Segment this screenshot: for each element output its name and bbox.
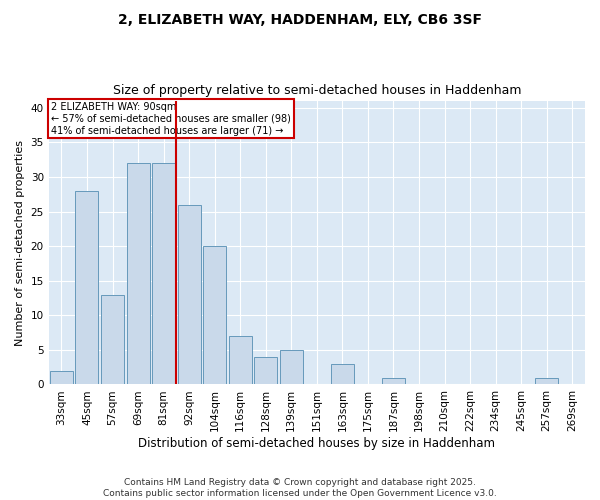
Bar: [127, 163, 149, 384]
Y-axis label: Number of semi-detached properties: Number of semi-detached properties: [15, 140, 25, 346]
Bar: [382, 378, 405, 384]
Bar: [178, 204, 200, 384]
Bar: [152, 163, 175, 384]
Title: Size of property relative to semi-detached houses in Haddenham: Size of property relative to semi-detach…: [113, 84, 521, 97]
Bar: [76, 191, 98, 384]
Text: Contains HM Land Registry data © Crown copyright and database right 2025.
Contai: Contains HM Land Registry data © Crown c…: [103, 478, 497, 498]
X-axis label: Distribution of semi-detached houses by size in Haddenham: Distribution of semi-detached houses by …: [139, 437, 496, 450]
Bar: [50, 370, 73, 384]
Bar: [101, 294, 124, 384]
Text: 2, ELIZABETH WAY, HADDENHAM, ELY, CB6 3SF: 2, ELIZABETH WAY, HADDENHAM, ELY, CB6 3S…: [118, 12, 482, 26]
Bar: [280, 350, 303, 384]
Text: 2 ELIZABETH WAY: 90sqm
← 57% of semi-detached houses are smaller (98)
41% of sem: 2 ELIZABETH WAY: 90sqm ← 57% of semi-det…: [52, 102, 291, 136]
Bar: [229, 336, 252, 384]
Bar: [254, 357, 277, 384]
Bar: [331, 364, 354, 384]
Bar: [535, 378, 558, 384]
Bar: [203, 246, 226, 384]
